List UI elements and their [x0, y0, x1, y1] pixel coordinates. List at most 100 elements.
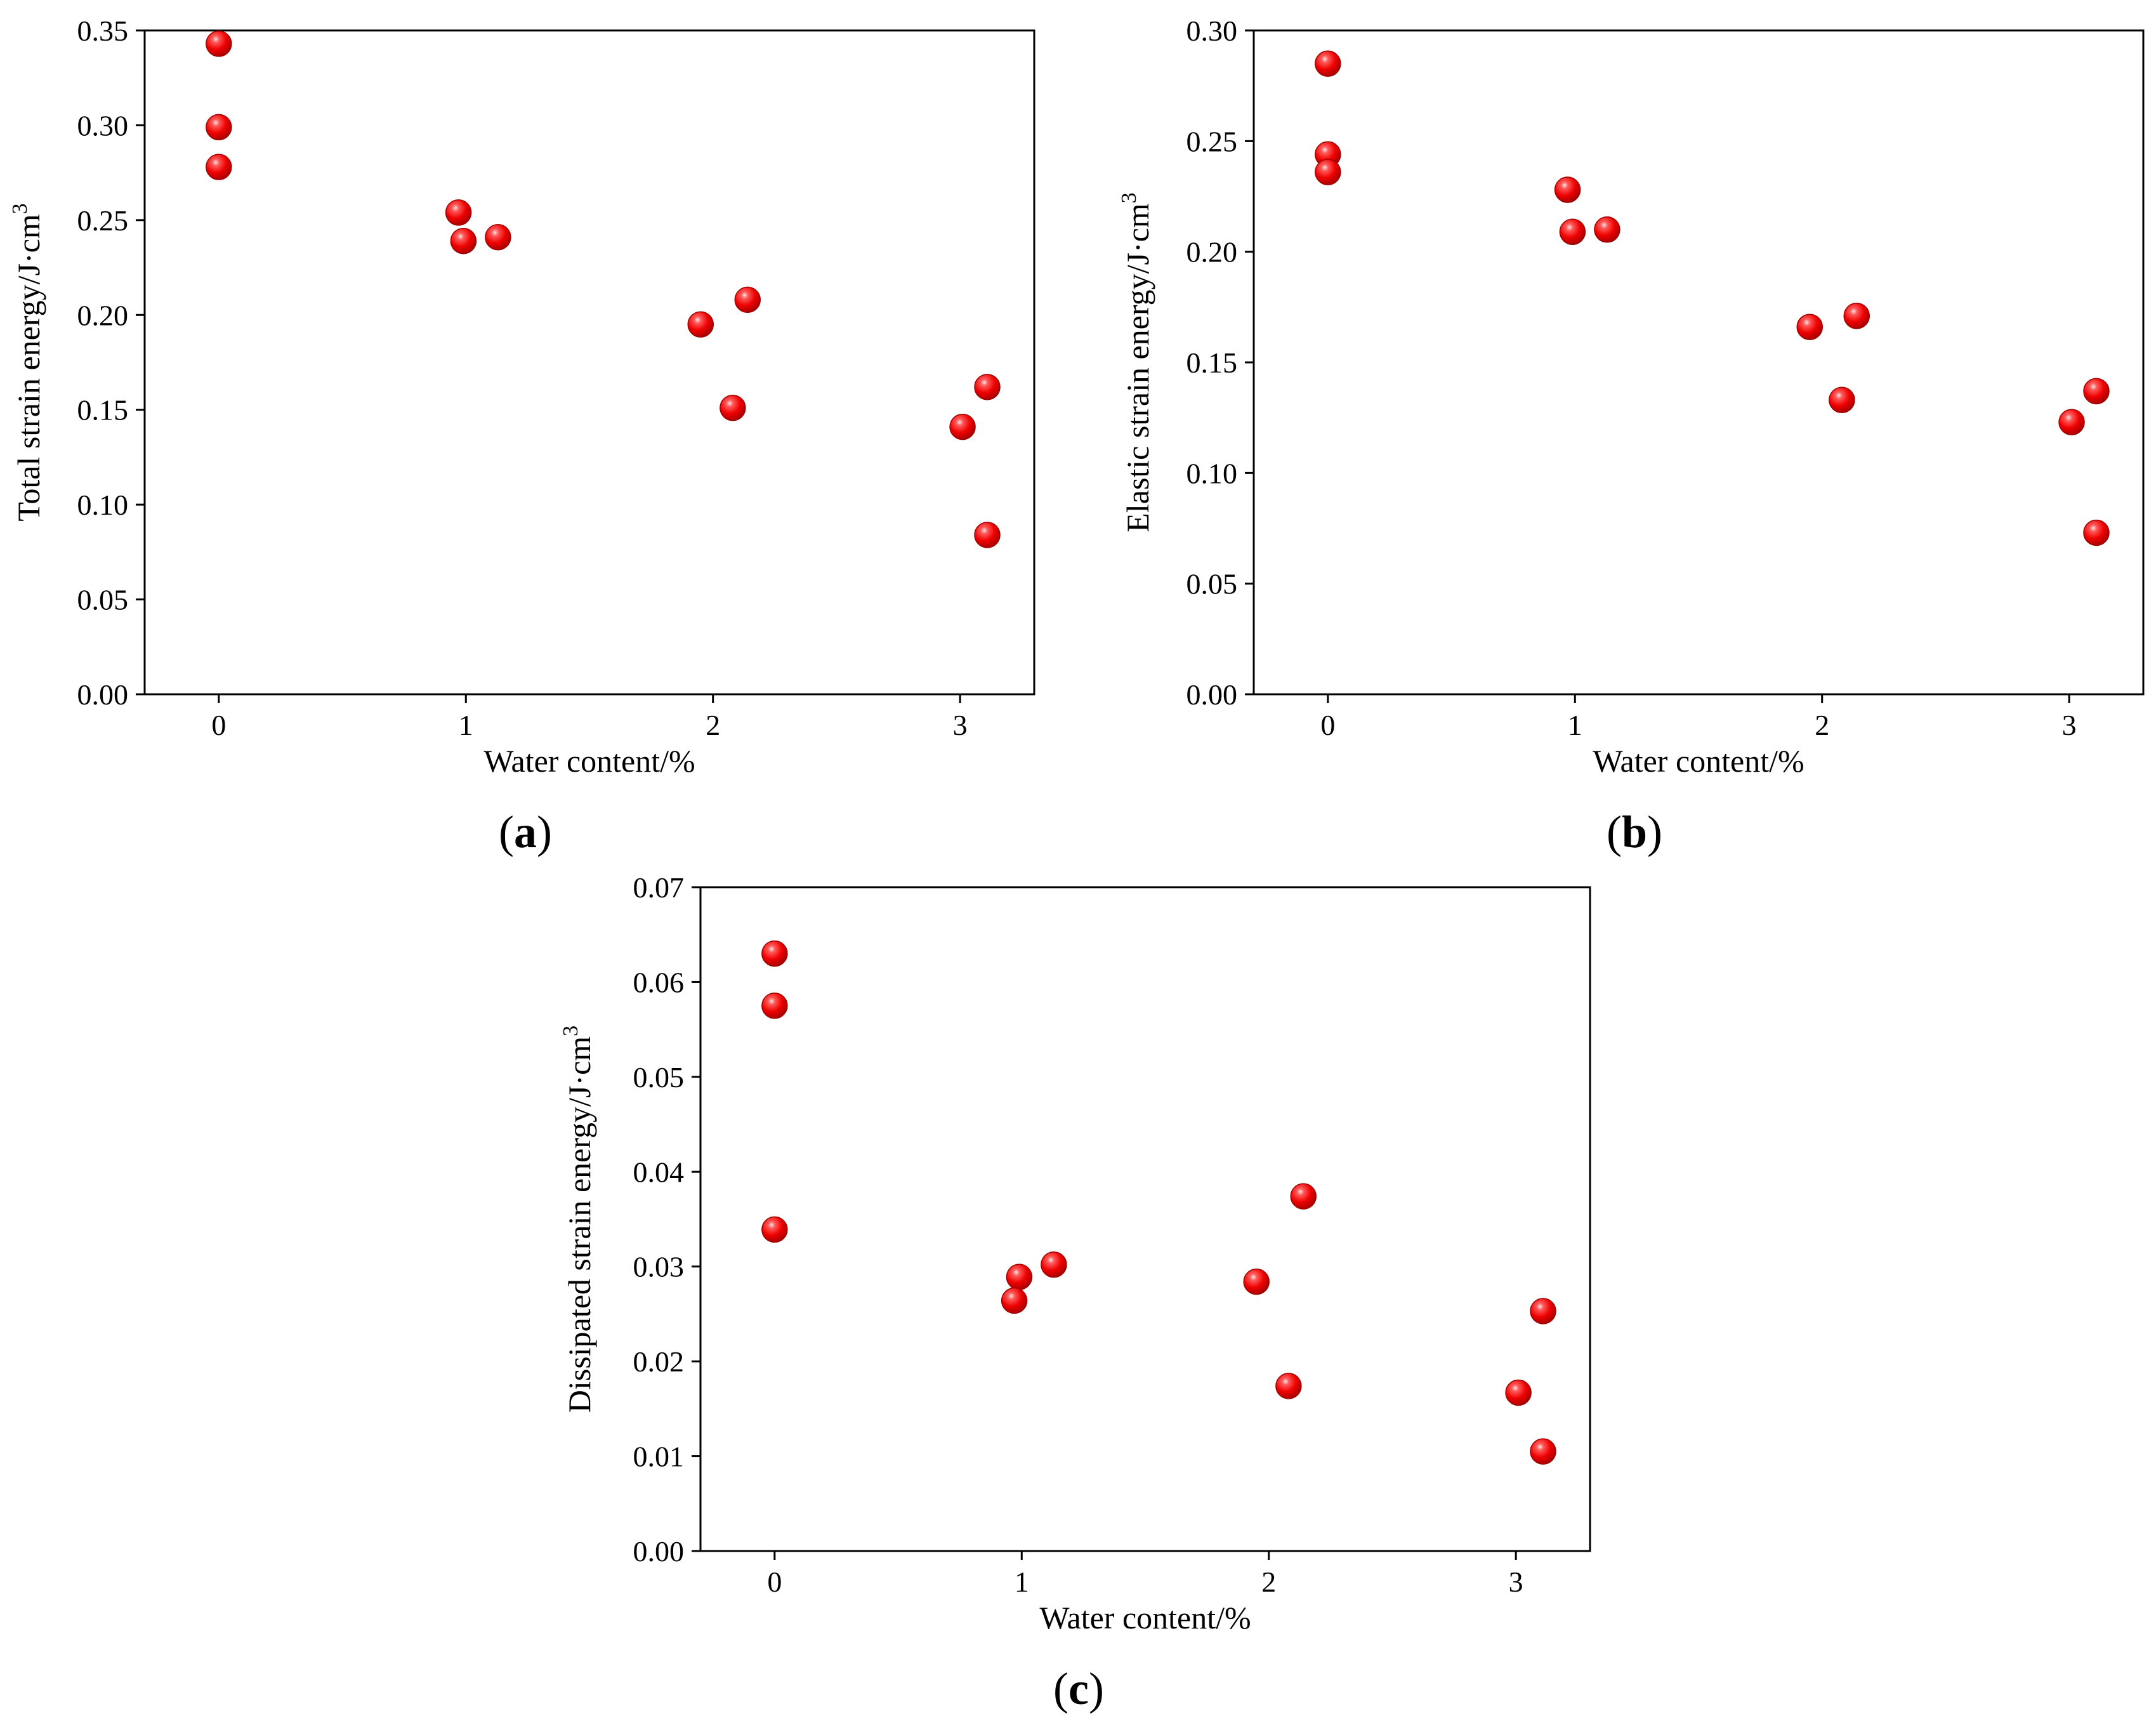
y-tick-label: 0.10 [1186, 457, 1238, 489]
x-tick-label: 2 [1815, 709, 1829, 741]
data-point-c-8 [1290, 1183, 1317, 1210]
data-point-a-12 [974, 522, 1001, 548]
data-point-c-9 [1275, 1373, 1302, 1399]
data-point-a-6 [485, 224, 511, 251]
y-tick-label: 0.35 [77, 15, 129, 47]
data-point-b-10 [2083, 378, 2110, 405]
y-tick-label: 0.00 [633, 1535, 685, 1568]
y-tick-label: 0.15 [77, 394, 129, 426]
x-axis-title: Water content/% [1593, 743, 1804, 779]
data-point-a-9 [720, 394, 746, 421]
plot-frame [1252, 29, 2145, 696]
data-point-a-7 [687, 311, 714, 338]
plot-frame [143, 29, 1035, 696]
y-tick-label: 0.03 [633, 1251, 685, 1283]
data-point-b-9 [1829, 386, 1855, 414]
x-tick-label: 0 [211, 709, 226, 741]
y-tick-label: 0.00 [77, 678, 129, 711]
x-tick-label: 1 [1568, 709, 1582, 741]
data-point-a-3 [206, 154, 232, 180]
data-point-c-4 [1006, 1264, 1033, 1290]
x-tick-label: 2 [1261, 1566, 1276, 1598]
chart-panel-b: 0.00 0.05 0.10 0.15 0.20 0.25 0.30 0 1 2 3 Water co… [1117, 15, 2145, 857]
y-tick-label: 0.25 [77, 204, 129, 237]
data-point-c-2 [761, 993, 788, 1019]
panel-label-open-paren: ( [499, 807, 514, 857]
x-axis-title: Water content/% [483, 743, 695, 779]
panel-label-letter: b [1622, 807, 1647, 857]
y-tick-label: 0.20 [1186, 236, 1238, 268]
x-tick-label: 0 [767, 1566, 782, 1598]
data-point-a-2 [206, 114, 232, 141]
y-axis-title-superscript: 3 [1117, 192, 1141, 203]
data-point-c-10 [1530, 1298, 1556, 1324]
panel-label-letter: c [1068, 1663, 1089, 1714]
y-axis-title-main: Total strain energy/J·cm [11, 214, 46, 521]
y-tick-label: 0.15 [1186, 347, 1238, 379]
data-point-c-11 [1505, 1379, 1532, 1406]
data-point-c-1 [761, 940, 788, 967]
x-tick-label: 0 [1320, 709, 1335, 741]
x-tick-label: 2 [706, 709, 720, 741]
data-point-a-4 [445, 199, 472, 226]
data-point-a-5 [450, 227, 477, 254]
y-tick-label: 0.01 [633, 1441, 685, 1473]
data-point-a-1 [206, 30, 232, 57]
plot-frame [699, 886, 1591, 1552]
y-axis-title-main: Elastic strain energy/J·cm [1120, 203, 1155, 532]
data-point-c-12 [1530, 1438, 1556, 1465]
y-axis-title: Dissipated strain energy/J·cm3 [559, 1026, 597, 1413]
x-axis-title: Water content/% [1039, 1600, 1251, 1635]
panel-label-close-paren: ) [537, 807, 552, 857]
chart-panel-a: 0.00 0.05 0.10 0.15 0.20 0.25 0.30 0.35 0 1 2 3 Wate… [8, 15, 1035, 857]
data-point-b-12 [2083, 519, 2110, 546]
x-tick-label: 3 [1509, 1566, 1523, 1598]
data-point-a-10 [974, 374, 1001, 400]
data-point-c-3 [761, 1216, 788, 1243]
y-tick-label: 0.25 [1186, 125, 1238, 157]
data-point-a-8 [734, 286, 761, 314]
y-axis-title-superscript: 3 [8, 203, 32, 214]
data-point-b-6 [1594, 216, 1620, 243]
y-tick-label: 0.00 [1186, 678, 1238, 711]
x-tick-label: 1 [1015, 1566, 1029, 1598]
panel-label-close-paren: ) [1647, 807, 1662, 857]
y-tick-label: 0.10 [77, 489, 129, 521]
y-tick-label: 0.05 [1186, 568, 1238, 600]
y-tick-label: 0.02 [633, 1345, 685, 1378]
data-point-b-8 [1843, 303, 1870, 329]
y-tick-label: 0.04 [633, 1156, 685, 1188]
data-point-b-5 [1559, 218, 1586, 246]
y-tick-label: 0.20 [77, 299, 129, 331]
data-point-b-3 [1315, 159, 1341, 185]
y-tick-label: 0.05 [77, 584, 129, 616]
y-tick-label: 0.30 [1186, 15, 1238, 47]
y-axis-title: Elastic strain energy/J·cm3 [1117, 192, 1155, 532]
panel-label-letter: a [514, 807, 537, 857]
data-point-c-6 [1001, 1287, 1028, 1314]
data-point-b-4 [1554, 176, 1581, 203]
x-tick-label: 3 [953, 709, 968, 741]
panel-label: (a) [499, 807, 552, 857]
data-point-c-5 [1041, 1251, 1067, 1278]
y-axis-title-superscript: 3 [559, 1026, 582, 1036]
panel-label-close-paren: ) [1089, 1663, 1104, 1714]
y-tick-label: 0.05 [633, 1061, 685, 1093]
panel-label-open-paren: ( [1053, 1663, 1068, 1714]
data-point-b-11 [2058, 409, 2085, 435]
chart-panel-c: 0.00 0.01 0.02 0.03 0.04 0.05 0.06 0.07 0 1 2 3 Wate… [559, 871, 1591, 1714]
x-tick-label: 1 [459, 709, 473, 741]
data-point-c-7 [1243, 1268, 1270, 1295]
x-tick-label: 3 [2062, 709, 2077, 741]
y-axis-title: Total strain energy/J·cm3 [8, 203, 46, 521]
y-tick-label: 0.07 [633, 871, 685, 904]
panel-label: (b) [1607, 807, 1662, 857]
panel-label: (c) [1053, 1663, 1104, 1714]
data-point-b-7 [1796, 314, 1823, 340]
y-tick-label: 0.30 [77, 109, 129, 142]
panel-label-open-paren: ( [1607, 807, 1622, 857]
data-point-a-11 [949, 413, 976, 440]
y-tick-label: 0.06 [633, 966, 685, 998]
y-axis-title-main: Dissipated strain energy/J·cm [562, 1036, 597, 1413]
